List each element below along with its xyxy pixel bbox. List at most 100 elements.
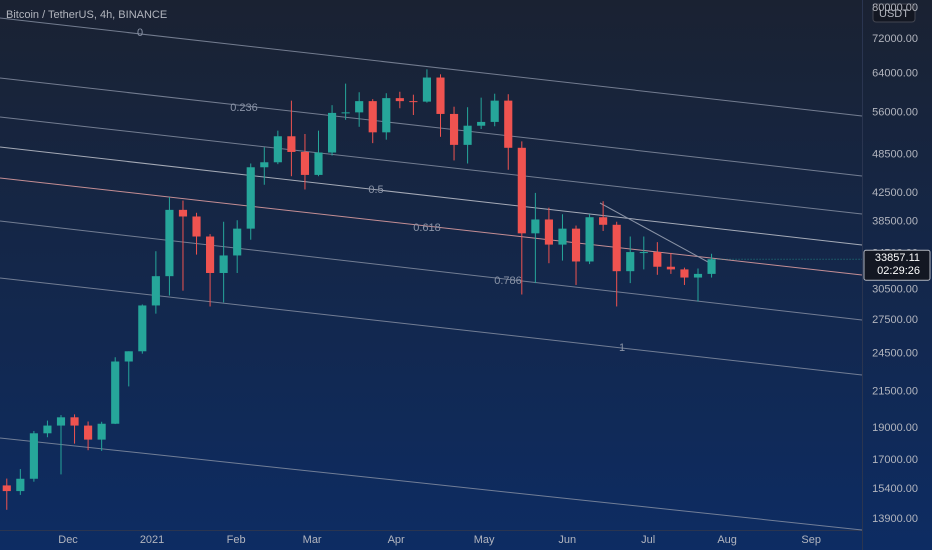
x-tick-label: Sep [801, 534, 821, 546]
x-tick-label: Dec [58, 534, 78, 546]
candle-body [504, 100, 513, 148]
x-tick-label: Mar [303, 534, 322, 546]
fib-label: 1 [619, 342, 625, 354]
fib-line [0, 77, 863, 177]
y-tick-label: 19000.00 [872, 422, 918, 434]
candle-body [165, 209, 174, 277]
candle-body [138, 305, 147, 352]
y-tick-label: 72000.00 [872, 33, 918, 45]
candle-body [490, 100, 499, 122]
y-tick-label: 64000.00 [872, 67, 918, 79]
x-tick-label: Feb [227, 534, 246, 546]
candle-body [517, 147, 526, 234]
candle-body [43, 425, 52, 434]
fib-line [0, 437, 863, 531]
candle-body [219, 255, 228, 273]
candle-body [70, 417, 79, 426]
y-tick-label: 42500.00 [872, 187, 918, 199]
fib-line [0, 146, 863, 246]
fib-label: 0.236 [230, 102, 258, 114]
candle-body [151, 276, 160, 306]
candle-body [300, 151, 310, 175]
candle-body [463, 125, 472, 145]
currency-label[interactable]: USDT [879, 8, 909, 20]
candle-body [558, 228, 567, 245]
candle-body [16, 478, 25, 492]
candle-body [273, 136, 282, 163]
y-tick-label: 48500.00 [872, 148, 918, 160]
candle-body [206, 236, 215, 273]
x-tick-label: Jul [641, 534, 655, 546]
chart-title: Bitcoin / TetherUS, 4h, BINANCE [6, 9, 167, 21]
fib-label: 0.618 [413, 222, 441, 234]
y-tick-label: 17000.00 [872, 454, 918, 466]
candle-body [29, 433, 38, 479]
candle-body [639, 252, 648, 254]
fib-label: 0.5 [368, 184, 383, 196]
y-tick-label: 38500.00 [872, 216, 918, 228]
y-tick-label: 27500.00 [872, 314, 918, 326]
candle-body [544, 219, 553, 245]
candle-body [97, 423, 106, 440]
candle-body [436, 77, 445, 114]
fib-line [0, 17, 863, 117]
y-tick-label: 21500.00 [872, 386, 918, 398]
y-tick-label: 56000.00 [872, 106, 918, 118]
candles [2, 69, 716, 510]
candle-body [422, 77, 431, 102]
candle-body [260, 162, 269, 168]
x-tick-label: May [474, 534, 495, 546]
candle-body [571, 228, 581, 262]
candle-body [233, 228, 242, 256]
candle-body [707, 259, 716, 274]
candle-body [395, 98, 404, 102]
y-tick-label: 30500.00 [872, 284, 918, 296]
candle-body [626, 252, 635, 272]
last-price-box [863, 249, 931, 281]
x-tick-label: 2021 [140, 534, 164, 546]
candle-body [327, 112, 337, 153]
candle-body [477, 121, 486, 126]
candle-body [368, 101, 377, 133]
y-tick-label: 24500.00 [872, 348, 918, 360]
candle-body [111, 361, 120, 424]
countdown-label: 02:29:26 [877, 265, 920, 277]
candle-body [178, 209, 188, 217]
candle-body [2, 485, 11, 492]
y-tick-label: 80000.00 [872, 2, 918, 14]
candle-body [666, 266, 675, 270]
y-tick-label: 13900.00 [872, 513, 918, 525]
x-tick-label: Jun [558, 534, 576, 546]
last-price-label: 33857.11 [875, 252, 920, 264]
candle-body [355, 101, 364, 113]
candle-body [585, 217, 594, 262]
candle-body [409, 101, 418, 103]
x-tick-label: Apr [388, 534, 405, 546]
candle-body [612, 224, 621, 272]
candle-body [314, 152, 323, 175]
candle-body [680, 269, 689, 278]
candle-body [341, 112, 350, 114]
fib-label: 0 [137, 27, 143, 39]
candle-body [599, 217, 608, 225]
candle-body [246, 167, 255, 229]
candle-body [192, 216, 201, 237]
x-tick-label: Aug [717, 534, 737, 546]
candle-body [653, 252, 662, 267]
y-tick-label: 15400.00 [872, 483, 918, 495]
candle-body [124, 351, 133, 362]
candle-body [56, 417, 66, 426]
fib-line [0, 116, 863, 215]
candle-body [693, 273, 703, 278]
candle-body [449, 113, 459, 145]
fib-label: 0.786 [494, 275, 522, 287]
currency-button[interactable] [872, 3, 916, 23]
candle-body [382, 98, 391, 133]
candle-body [531, 219, 540, 234]
fib-line [0, 220, 863, 321]
fib-line [0, 277, 863, 376]
candle-body [287, 136, 296, 152]
candle-body [84, 425, 93, 440]
